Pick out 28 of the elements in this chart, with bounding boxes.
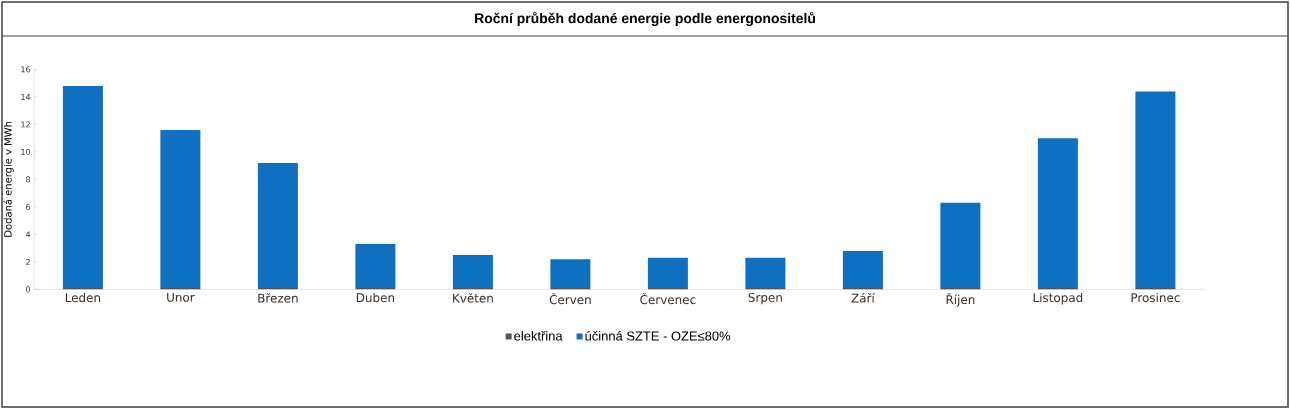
x-tick-label: Červen xyxy=(549,292,591,305)
bar xyxy=(257,162,298,288)
y-axis-title: Dodaná energie v MWh xyxy=(3,121,14,237)
bar xyxy=(940,202,981,288)
legend-label: elektřina xyxy=(514,331,563,341)
bar xyxy=(550,259,591,288)
x-tick-label: Březen xyxy=(258,292,298,303)
x-tick-label: Listopad xyxy=(1033,292,1083,305)
bar xyxy=(160,129,201,288)
bar xyxy=(1037,138,1078,288)
x-tick-label: Říjen xyxy=(946,292,975,307)
x-tick-label: Srpen xyxy=(748,292,782,305)
x-tick-label: Červenec xyxy=(640,292,696,305)
x-tick-label: Září xyxy=(851,292,876,303)
legend-label: účinná SZTE - OZE≤80% xyxy=(585,330,731,341)
x-tick-label: Duben xyxy=(356,292,395,303)
bar xyxy=(842,250,883,288)
bar xyxy=(355,244,396,288)
x-tick-label: Prosinec xyxy=(1131,292,1180,303)
x-tick-label: Květen xyxy=(453,292,493,303)
bar xyxy=(62,85,103,288)
bar xyxy=(452,255,493,288)
x-tick-label: Unor xyxy=(167,292,195,302)
bar xyxy=(647,257,688,288)
chart-title: Roční průběh dodané energie podle energonositelů xyxy=(475,11,815,27)
x-tick-label: Leden xyxy=(65,292,101,303)
bar xyxy=(1135,91,1176,288)
bar xyxy=(745,257,786,288)
